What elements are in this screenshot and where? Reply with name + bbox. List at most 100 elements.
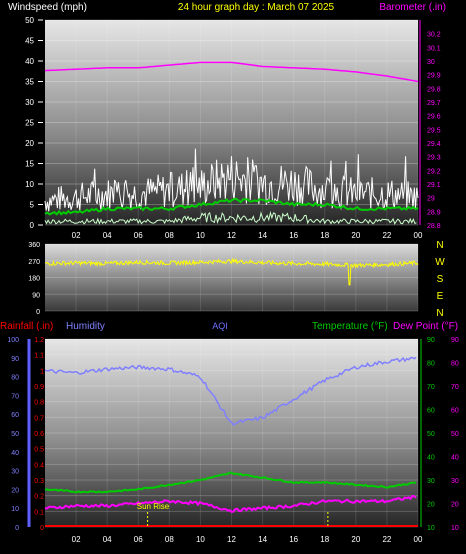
temp-tick-label: 40 — [427, 455, 435, 462]
dew-tick-label: 30 — [451, 478, 459, 485]
wind-time-label: 00 — [414, 231, 423, 240]
temperature-line — [44, 471, 417, 494]
temp-time-label: 20 — [351, 535, 360, 544]
wind-tick-label: 20 — [25, 139, 34, 148]
dew-tick-label: 50 — [451, 431, 459, 438]
direction-letter: W — [435, 257, 445, 268]
baro-tick-label: 29.3 — [427, 155, 441, 162]
humidity-line — [44, 356, 417, 427]
wind-tick-label: 0 — [30, 221, 35, 230]
dir-tick-label: 180 — [28, 276, 40, 283]
dew-tick-label: 10 — [451, 525, 459, 532]
wind-time-label: 22 — [382, 231, 391, 240]
baro-tick-label: 29.6 — [427, 114, 441, 121]
dew-tick-label: 90 — [451, 337, 459, 344]
humidity-tick-label: 40 — [11, 450, 19, 457]
temp-tick-label: 80 — [427, 361, 435, 368]
dew-tick-label: 70 — [451, 384, 459, 391]
wind-time-label: 06 — [134, 231, 143, 240]
dew-tick-label: 60 — [451, 408, 459, 415]
baro-tick-label: 29.2 — [427, 168, 441, 175]
baro-tick-label: 29 — [427, 196, 435, 203]
wind-tick-label: 35 — [25, 78, 34, 87]
wind-tick-label: 40 — [25, 57, 34, 66]
temp-tick-label: 90 — [427, 337, 435, 344]
dir-tick-label: 90 — [32, 292, 40, 299]
baro-tick-label: 29.5 — [427, 127, 441, 134]
humidity-tick-label: 0 — [15, 525, 19, 532]
baro-tick-label: 29.9 — [427, 73, 441, 80]
rain-tick-label: 0 — [40, 525, 44, 532]
temp-panel-bg — [45, 339, 418, 527]
baro-tick-label: 29.7 — [427, 100, 441, 107]
rain-tick-label: 0.1 — [34, 509, 44, 516]
baro-tick-label: 28.9 — [427, 209, 441, 216]
direction-letter: N — [436, 308, 443, 319]
wind-direction-line — [44, 257, 419, 286]
axis-labels: 0510152025303540455028.828.92929.129.229… — [7, 16, 459, 544]
rain-tick-label: 0.2 — [34, 494, 44, 501]
temp-time-label: 14 — [258, 535, 267, 544]
wind-time-label: 12 — [227, 231, 236, 240]
temp-time-label: 08 — [165, 535, 174, 544]
dew-point-axis-title: Dew Point (°F) — [393, 321, 458, 332]
baro-tick-label: 28.8 — [427, 223, 441, 230]
wind-tick-label: 30 — [25, 98, 34, 107]
humidity-tick-label: 10 — [11, 506, 19, 513]
rain-tick-label: 0.6 — [34, 431, 44, 438]
aqi-label: AQI — [212, 321, 228, 331]
wind-time-label: 10 — [196, 231, 205, 240]
wind-tick-label: 15 — [25, 160, 34, 169]
dir-tick-label: 0 — [36, 309, 40, 316]
wind-time-label: 18 — [320, 231, 329, 240]
baro-tick-label: 29.4 — [427, 141, 441, 148]
rainfall-axis-title: Rainfall (.in) — [0, 321, 53, 332]
rain-tick-label: 0.9 — [34, 384, 44, 391]
rain-tick-label: 0.4 — [34, 462, 44, 469]
chart-title: 24 hour graph day : March 07 2025 — [178, 2, 335, 13]
temperature-axis-title: Temperature (°F) — [312, 321, 388, 332]
wind-axis-title: Windspeed (mph) — [8, 2, 87, 13]
temp-tick-label: 30 — [427, 478, 435, 485]
dir-tick-label: 270 — [28, 259, 40, 266]
humidity-tick-label: 100 — [7, 337, 19, 344]
humidity-tick-label: 70 — [11, 393, 19, 400]
rain-tick-label: 1.1 — [34, 353, 44, 360]
wind-tick-label: 50 — [25, 16, 34, 25]
wind-tick-label: 10 — [25, 180, 34, 189]
temp-time-label: 22 — [382, 535, 391, 544]
temp-tick-label: 20 — [427, 502, 435, 509]
baro-tick-label: 29.1 — [427, 182, 441, 189]
temp-time-label: 00 — [414, 535, 423, 544]
humidity-tick-label: 60 — [11, 412, 19, 419]
wind-panel-bg — [45, 20, 418, 225]
baro-tick-label: 30 — [427, 59, 435, 66]
direction-letter: E — [437, 291, 444, 302]
humidity-tick-label: 20 — [11, 487, 19, 494]
dew-tick-label: 80 — [451, 361, 459, 368]
rain-tick-label: 1 — [40, 368, 44, 375]
baro-tick-label: 30.1 — [427, 45, 441, 52]
wind-time-label: 08 — [165, 231, 174, 240]
rain-tick-label: 0.5 — [34, 447, 44, 454]
wind-low-line — [44, 210, 417, 225]
sun-rise-label: Sun Rise — [137, 502, 170, 511]
temp-time-label: 06 — [134, 535, 143, 544]
wind-tick-label: 45 — [25, 37, 34, 46]
baro-tick-label: 30.2 — [427, 32, 441, 39]
temp-time-label: 10 — [196, 535, 205, 544]
humidity-tick-label: 50 — [11, 431, 19, 438]
dew-point-line — [44, 494, 417, 513]
series-lines — [44, 61, 419, 527]
temp-tick-label: 60 — [427, 408, 435, 415]
temp-time-label: 04 — [103, 535, 112, 544]
baro-tick-label: 29.8 — [427, 86, 441, 93]
wind-time-label: 02 — [72, 231, 81, 240]
direction-letter: S — [437, 274, 444, 285]
wind-time-label: 14 — [258, 231, 267, 240]
rain-tick-label: 0.8 — [34, 400, 44, 407]
wind-tick-label: 5 — [30, 201, 35, 210]
dir-tick-label: 360 — [28, 242, 40, 249]
rain-tick-label: 0.7 — [34, 415, 44, 422]
